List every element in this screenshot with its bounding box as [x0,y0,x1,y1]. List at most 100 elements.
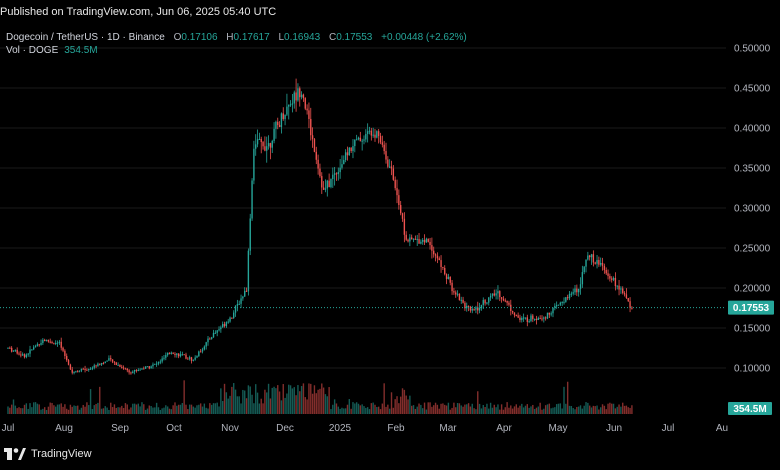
volume-bar [572,408,574,414]
candle-body [174,353,176,355]
volume-bar [616,406,618,414]
volume-bar [372,402,374,414]
volume-bar [117,407,119,414]
candle-body [555,305,558,307]
candle-body [255,144,257,149]
candle-body [132,371,134,374]
volume-bar [488,408,490,414]
volume-bar [7,406,9,414]
candle-body [157,362,160,364]
volume-bar [352,402,354,414]
volume-bar [502,409,505,414]
volume-bar [172,405,174,414]
volume-bar [240,403,242,414]
volume-bar [190,404,193,414]
volume-bar [170,409,173,414]
candle-body [242,296,244,299]
candle-body [576,288,578,293]
volume-bar [234,389,237,414]
tradingview-brand[interactable]: TradingView [4,447,92,461]
candle-body [434,254,437,256]
volume-bar [141,402,143,414]
volume-bar [275,388,277,414]
volume-bar [106,407,108,414]
volume-bar [25,403,28,414]
candle-body [36,344,39,347]
volume-bar [220,388,222,414]
candle-body [455,292,457,295]
volume-bar [631,405,633,414]
volume-bar [163,407,165,414]
candle-body [588,255,591,258]
candle-body [207,338,209,343]
volume-bar [489,402,492,414]
volume-bar [89,389,92,414]
volume-bar [221,401,224,414]
candle-body [192,359,195,361]
volume-bar [611,403,613,414]
candle-body [124,368,127,370]
volume-bar [260,398,262,414]
volume-bar [566,381,569,414]
volume-bar [596,405,598,414]
volume-bar [12,399,15,414]
candle-body [218,329,220,331]
candle-body [80,368,83,371]
candles [7,78,633,375]
candle-body [31,349,33,351]
candle-body [141,368,143,370]
candle-body [600,262,602,265]
candle-body [533,318,536,320]
volume-bar [423,402,426,414]
candle-body [113,361,116,363]
volume-bar [269,398,272,414]
volume-bar [456,403,459,414]
volume-bar [310,383,312,414]
volume-bar [56,404,59,414]
candle-body [278,125,281,128]
volume-bar [535,407,538,414]
candle-body [337,172,339,174]
volume-bar [398,403,400,414]
volume-bar [519,405,521,414]
candle-body [60,341,62,348]
symbol-title[interactable]: Dogecoin / TetherUS · 1D · Binance [6,32,165,43]
candle-body [269,143,272,148]
volume-bar [203,403,206,414]
candle-body [16,349,18,354]
candle-body [524,317,527,319]
candle-body [399,205,402,214]
volume-bar [100,408,103,414]
candle-body [297,88,299,101]
volume-bar [14,405,17,414]
candle-body [587,255,589,260]
candle-body [433,250,435,255]
candle-body [480,304,483,308]
volume-bar [209,403,211,414]
volume-bar [396,396,398,414]
x-tick-label: Mar [439,423,457,434]
candle-body [473,308,475,310]
candle-body [209,338,211,340]
candle-body [335,173,338,175]
volume-bar [82,404,84,414]
volume-bar [414,408,417,414]
candle-body [394,179,396,189]
candle-body [500,297,503,299]
volume-bar [390,392,393,414]
candle-body [594,262,596,264]
candle-body [471,308,473,311]
candle-body [188,357,191,359]
volume-bar [247,385,250,414]
volume-bar [546,404,549,414]
volume-bar [225,392,228,414]
candle-body [313,139,316,152]
volume-bar [51,402,53,414]
volume-bar [607,403,609,414]
volume-bar [266,392,268,414]
volume-bar [594,406,596,414]
volume-bar [97,402,99,414]
candle-body [319,168,321,177]
volume-bar [434,402,437,414]
